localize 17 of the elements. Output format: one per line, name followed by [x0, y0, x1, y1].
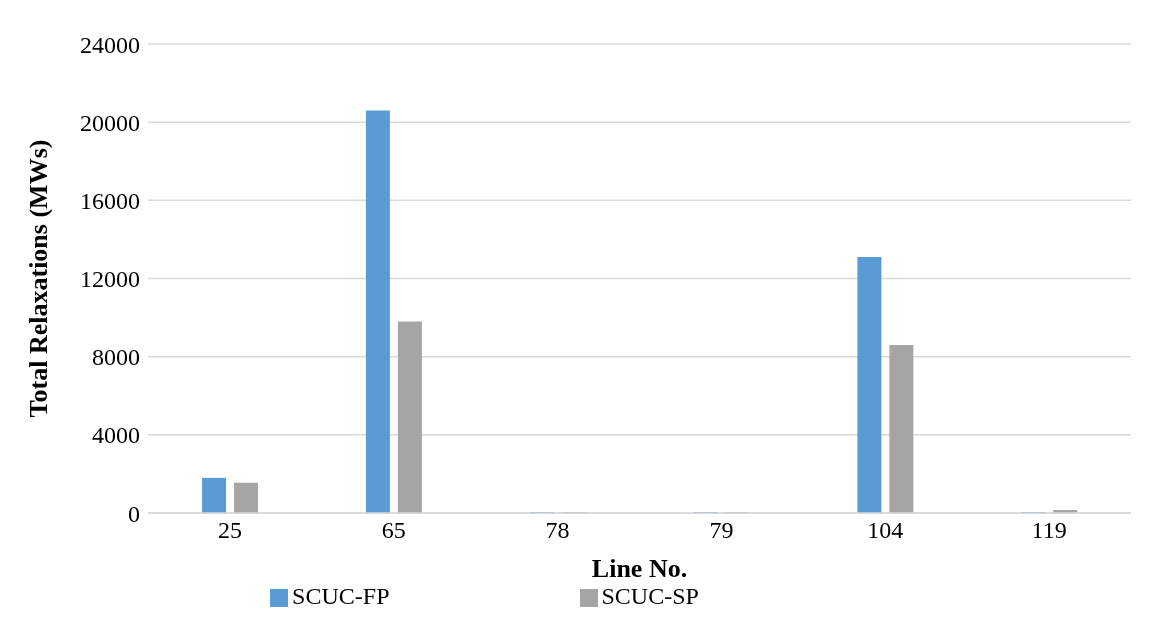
y-tick-label: 24000	[80, 31, 140, 58]
legend-label: SCUC-SP	[601, 583, 699, 609]
x-tick-label: 119	[1031, 517, 1067, 544]
y-tick-label: 4000	[92, 422, 140, 449]
y-tick-label: 12000	[80, 266, 140, 293]
y-tick-label: 20000	[80, 109, 140, 136]
legend-label: SCUC-FP	[292, 583, 390, 609]
x-tick-label: 25	[217, 517, 242, 544]
x-axis-title: Line No.	[591, 554, 688, 583]
y-tick-label: 8000	[92, 344, 140, 371]
x-tick-label: 79	[709, 517, 734, 544]
y-axis-title: Total Relaxations (MWs)	[24, 139, 54, 418]
y-tick-label: 0	[128, 500, 140, 527]
x-tick-label: 78	[545, 517, 570, 544]
x-tick-label: 65	[381, 517, 406, 544]
y-tick-label: 16000	[80, 187, 140, 214]
x-tick-label: 104	[867, 517, 904, 544]
